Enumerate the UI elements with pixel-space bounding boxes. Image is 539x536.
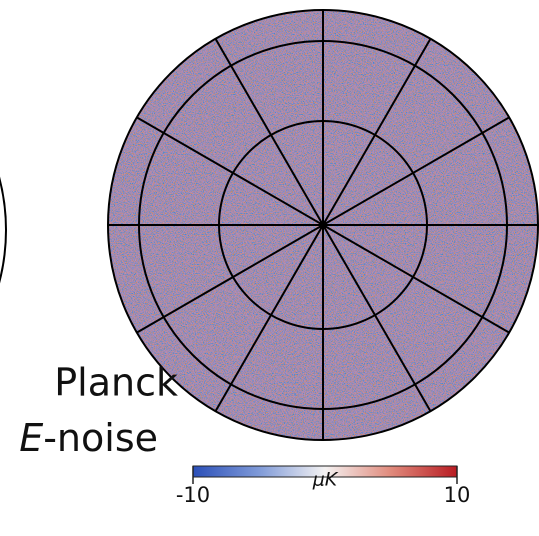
figure: Planck E-noise μK -10 10 (0, 0, 539, 536)
label-rest: -noise (43, 416, 158, 460)
label-line2: E-noise (19, 416, 158, 460)
colorbar-tick-label: 10 (444, 483, 471, 507)
colorbar-tick-label: -10 (176, 483, 210, 507)
label-line1: Planck (54, 361, 178, 405)
colorbar-unit: μK (312, 469, 339, 491)
label-italic: E (19, 416, 43, 460)
colorbar: μK (193, 466, 457, 491)
neighbor-disc (0, 24, 6, 436)
